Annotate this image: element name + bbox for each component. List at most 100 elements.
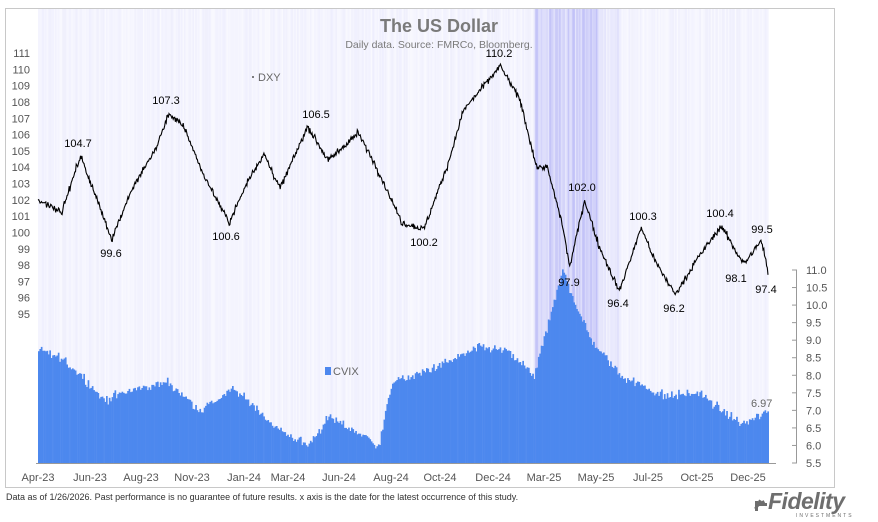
shading-column	[700, 9, 703, 463]
cvix-bar	[478, 343, 481, 463]
cvix-bar	[549, 320, 551, 463]
cvix-bar	[113, 392, 115, 463]
cvix-bar	[55, 356, 57, 463]
cvix-bar	[739, 426, 741, 463]
shading-column	[295, 9, 298, 463]
shading-column	[60, 9, 63, 463]
shading-column	[642, 9, 645, 463]
cvix-bar	[409, 379, 411, 463]
cvix-bar	[703, 397, 706, 463]
cvix-bar	[435, 369, 438, 463]
cvix-bar	[472, 346, 475, 463]
cvix-bar	[659, 391, 662, 463]
cvix-bar	[685, 396, 687, 463]
cvix-bar	[334, 422, 336, 463]
shading-column	[260, 9, 262, 463]
cvix-bar	[168, 386, 170, 463]
cvix-bar	[716, 401, 718, 463]
shading-column	[224, 9, 227, 463]
cvix-bar	[74, 370, 77, 463]
cvix-bar	[73, 369, 76, 463]
cvix-bar	[750, 419, 752, 463]
cvix-bar	[547, 319, 550, 463]
shading-column	[666, 9, 669, 463]
shading-column	[649, 9, 652, 463]
shading-column	[634, 9, 636, 463]
shading-column	[414, 9, 417, 463]
cvix-bar	[172, 391, 175, 463]
shading-column	[625, 9, 628, 463]
cvix-bar	[443, 363, 445, 463]
shading-column	[612, 9, 615, 463]
shading-column	[598, 9, 601, 463]
dxy-annotation: 110.2	[486, 48, 513, 60]
shading-column	[495, 9, 497, 463]
cvix-bar	[328, 416, 330, 463]
shading-column	[38, 9, 40, 463]
shading-column	[168, 9, 170, 463]
shading-column	[621, 9, 623, 463]
cvix-bar	[624, 378, 626, 463]
cvix-bar	[663, 394, 666, 463]
shading-column	[699, 9, 701, 463]
cvix-bar	[501, 352, 503, 463]
shading-column	[261, 9, 264, 463]
cvix-bar	[106, 396, 108, 463]
cvix-bar	[679, 394, 682, 463]
shading-column	[671, 9, 673, 463]
shading-column	[756, 9, 758, 463]
shading-column	[336, 9, 339, 463]
left-tick-label: 111	[13, 48, 30, 60]
shading-column	[394, 9, 397, 463]
shading-column	[465, 9, 468, 463]
shading-column	[79, 9, 81, 463]
cvix-bar	[714, 405, 717, 463]
shading-column	[266, 9, 268, 463]
shading-column	[328, 9, 330, 463]
shading-column	[149, 9, 152, 463]
shading-column	[679, 9, 682, 463]
shading-column	[583, 9, 585, 463]
shading-column	[763, 9, 765, 463]
cvix-bar	[81, 378, 84, 463]
cvix-bar	[236, 391, 238, 463]
shading-column	[47, 9, 50, 463]
cvix-bar	[764, 410, 767, 463]
cvix-bar	[256, 405, 258, 463]
cvix-bar	[154, 386, 156, 463]
x-tick-label: Dec-25	[730, 472, 765, 484]
shading-column	[460, 9, 462, 463]
cvix-bar	[550, 311, 553, 463]
shading-column	[155, 9, 158, 463]
cvix-bar	[744, 423, 747, 463]
shading-column	[329, 9, 332, 463]
shading-column	[536, 9, 539, 463]
shading-column	[258, 9, 261, 463]
shading-column	[417, 9, 420, 463]
shading-column	[246, 9, 248, 463]
cvix-bar	[287, 434, 289, 463]
volatility-shading	[38, 9, 769, 463]
shading-column	[428, 9, 431, 463]
cvix-bar	[614, 365, 617, 463]
shading-column	[210, 9, 213, 463]
cvix-bar	[308, 443, 311, 463]
right-tick-label: 6.0	[806, 441, 821, 453]
shading-column	[124, 9, 126, 463]
cvix-bar	[641, 384, 643, 463]
cvix-bar	[250, 404, 253, 463]
cvix-bar	[249, 406, 251, 463]
shading-column	[278, 9, 281, 463]
shading-column	[86, 9, 88, 463]
shading-column	[543, 9, 546, 463]
cvix-bar	[484, 350, 486, 463]
cvix-bar	[351, 427, 353, 463]
shading-column	[142, 9, 145, 463]
cvix-bar	[229, 391, 231, 463]
cvix-bar	[656, 391, 659, 463]
cvix-bar	[727, 418, 730, 463]
shading-column	[590, 9, 592, 463]
cvix-bar	[123, 392, 125, 463]
cvix-bar	[603, 352, 605, 463]
cvix-bar	[485, 347, 488, 463]
